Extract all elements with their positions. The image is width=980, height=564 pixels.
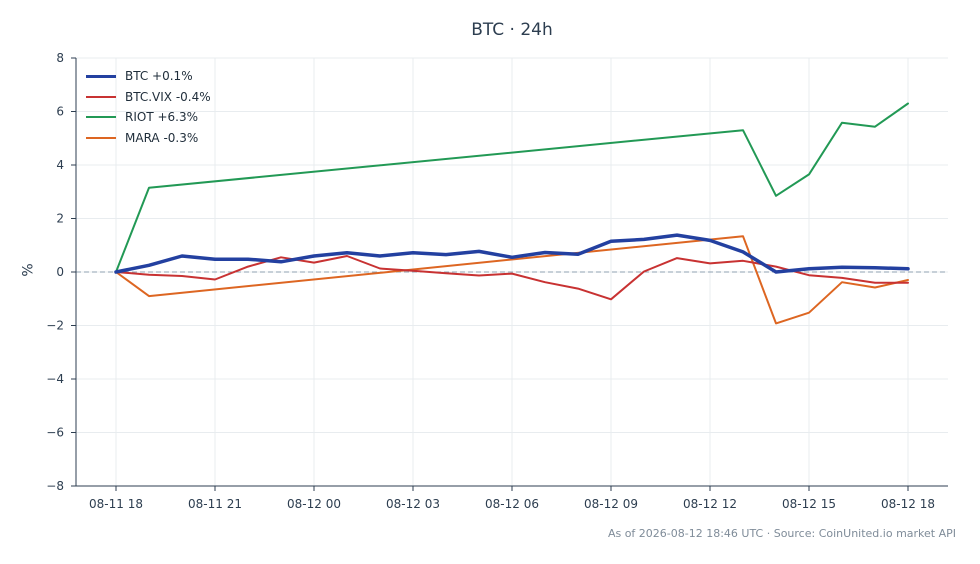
legend: BTC +0.1% BTC.VIX -0.4% RIOT +6.3% MARA -0.… — [86, 66, 211, 148]
y-tick-label: −4 — [46, 372, 64, 386]
legend-swatch — [86, 74, 116, 78]
y-tick-label: 6 — [56, 105, 64, 119]
x-tick-label: 08-12 03 — [386, 497, 440, 511]
legend-item: MARA -0.3% — [86, 128, 211, 149]
legend-item: BTC.VIX -0.4% — [86, 87, 211, 108]
x-tick-label: 08-12 15 — [782, 497, 836, 511]
series-line-btc-vix — [115, 255, 909, 301]
y-tick-label: −6 — [46, 426, 64, 440]
x-tick-label: 08-12 09 — [584, 497, 638, 511]
series-lines — [114, 102, 910, 325]
chart-title: BTC · 24h — [471, 20, 553, 40]
series-line-riot — [115, 102, 909, 273]
legend-label: BTC +0.1% — [125, 69, 193, 84]
legend-swatch — [86, 116, 116, 119]
legend-item: RIOT +6.3% — [86, 107, 211, 128]
y-tick-label: 8 — [56, 51, 64, 65]
legend-swatch — [86, 136, 116, 139]
y-tick-label: 4 — [56, 158, 64, 172]
chart-footer: As of 2026-08-12 18:46 UTC · Source: Coi… — [607, 527, 956, 540]
x-tick-label: 08-12 18 — [881, 497, 935, 511]
legend-label: MARA -0.3% — [125, 130, 199, 145]
y-tick-label: 2 — [56, 212, 64, 226]
series-line-btc — [114, 233, 910, 274]
y-tick-label: −8 — [46, 479, 64, 493]
y-axis-label: % — [20, 263, 37, 277]
x-tick-label: 08-12 00 — [287, 497, 341, 511]
legend-label: BTC.VIX -0.4% — [125, 89, 211, 104]
axes: 8 6 4 2 0 −2 −4 −6 −8 08-11 18 08-11 21 08-12 00 08-… — [46, 51, 948, 511]
legend-item: BTC +0.1% — [86, 66, 211, 87]
legend-swatch — [86, 95, 116, 98]
x-tick-label: 08-12 06 — [485, 497, 539, 511]
x-tick-label: 08-12 12 — [683, 497, 737, 511]
series-line-mara — [115, 235, 909, 325]
y-tick-label: −2 — [46, 319, 64, 333]
x-tick-label: 08-11 18 — [89, 497, 143, 511]
legend-label: RIOT +6.3% — [125, 110, 199, 125]
x-tick-label: 08-11 21 — [188, 497, 242, 511]
y-tick-label: 0 — [56, 265, 64, 279]
